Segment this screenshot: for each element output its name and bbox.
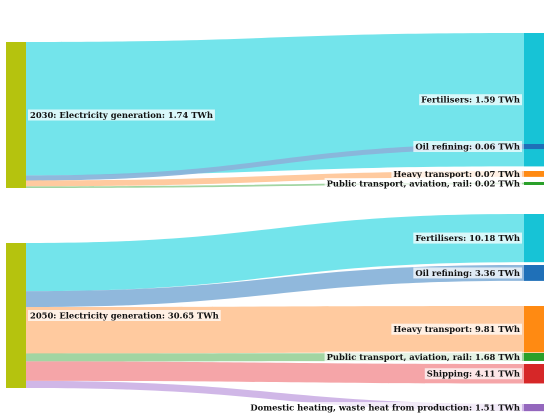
target-label-bg-2050-4: [424, 368, 522, 380]
target-label-2050-0: Fertilisers: 10.18 TWh: [415, 233, 520, 243]
target-label-2030-0: Fertilisers: 1.59 TWh: [421, 95, 520, 105]
sankey-2050-panel: 2050: Electricity generation: 30.65 TWh F…: [6, 214, 544, 414]
target-label-bg-2050-0: [413, 232, 522, 244]
source-label-bg-2050: [28, 310, 221, 321]
target-label-bg-2030-2: [391, 168, 522, 180]
target-label-2050-3: Public transport, aviation, rail: 1.68 T…: [327, 352, 520, 362]
sankey-2030-labels: 2030: Electricity generation: 1.74 TWh Fe…: [28, 94, 522, 189]
target-label-bg-2050-3: [324, 351, 522, 363]
sankey-2050-nodes: [6, 214, 544, 412]
target-node-2030-3: [524, 182, 544, 185]
target-label-bg-2030-0: [419, 94, 522, 106]
target-label-2050-1: Oil refining: 3.36 TWh: [415, 268, 520, 278]
target-label-bg-2030-1: [413, 141, 522, 153]
flow-link-2030-0: [26, 33, 524, 176]
source-label-2030: 2030: Electricity generation: 1.74 TWh: [30, 110, 213, 120]
sankey-2030-nodes: [6, 33, 544, 188]
flow-link-2050-1: [26, 265, 524, 308]
target-label-bg-2050-1: [413, 267, 522, 279]
target-label-2050-5: Domestic heating, waste heat from produc…: [250, 403, 520, 413]
sankey-2030-panel: 2030: Electricity generation: 1.74 TWh Fe…: [6, 33, 544, 189]
flow-link-2030-1: [26, 144, 524, 181]
target-node-2050-3: [524, 353, 544, 361]
target-node-2050-0: [524, 214, 544, 263]
target-label-2030-1: Oil refining: 0.06 TWh: [415, 142, 520, 152]
target-node-2050-1: [524, 265, 544, 281]
target-node-2030-1: [524, 144, 544, 150]
target-label-bg-2050-5: [248, 402, 522, 414]
sankey-2050-links: [26, 214, 524, 412]
target-label-2030-3: Public transport, aviation, rail: 0.02 T…: [327, 179, 520, 189]
target-label-2050-4: Shipping: 4.11 TWh: [427, 369, 520, 379]
flow-link-2050-4: [26, 361, 524, 384]
target-label-2050-2: Heavy transport: 9.81 TWh: [393, 324, 520, 334]
source-node-2030: [6, 42, 26, 188]
target-node-2030-2: [524, 171, 544, 177]
flow-link-2050-0: [26, 214, 524, 292]
target-node-2050-4: [524, 364, 544, 384]
sankey-2050-labels: 2050: Electricity generation: 30.65 TWh F…: [28, 232, 522, 414]
target-node-2030-0: [524, 33, 544, 167]
source-label-2050: 2050: Electricity generation: 30.65 TWh: [30, 311, 219, 321]
target-node-2050-5: [524, 404, 544, 412]
target-label-bg-2030-3: [324, 178, 522, 189]
target-label-bg-2050-2: [391, 323, 522, 335]
target-label-2030-2: Heavy transport: 0.07 TWh: [393, 169, 520, 179]
source-label-bg-2030: [28, 109, 215, 121]
source-node-2050: [6, 243, 26, 388]
target-node-2050-2: [524, 306, 544, 353]
